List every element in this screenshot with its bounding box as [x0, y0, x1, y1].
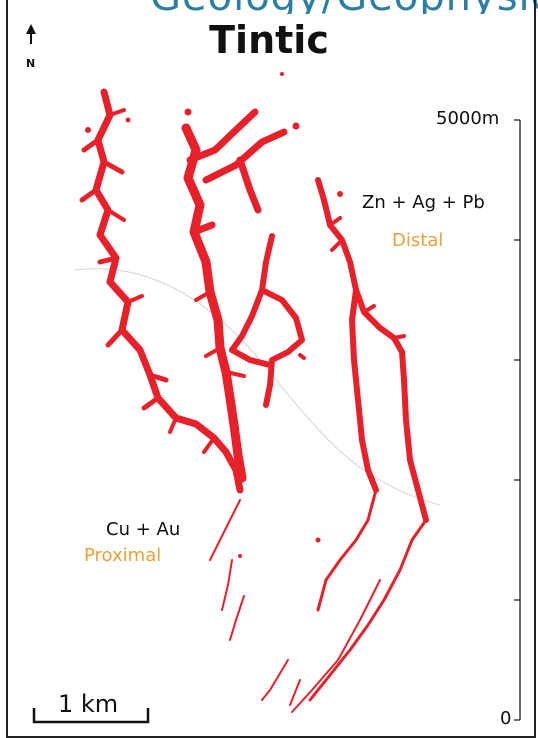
orebody-central-bits — [194, 290, 306, 378]
orebody-west-branch-1 — [79, 137, 169, 411]
map-title: Tintic — [209, 18, 329, 62]
north-label: N — [26, 57, 36, 70]
header-strip: Geology/Geophysics — [0, 0, 538, 14]
orebody-east-belt — [315, 177, 379, 493]
vein-south-5 — [221, 559, 245, 641]
orebody-east-arm — [353, 287, 429, 523]
orebody-speck — [337, 191, 343, 197]
orebody-speck — [280, 72, 284, 76]
depth-bottom-label: 0 — [500, 708, 512, 729]
proximal-metals-label: Cu + Au — [106, 519, 181, 540]
scale-bar — [32, 708, 150, 724]
orebody-central-arm — [229, 233, 305, 408]
north-arrow-icon — [26, 24, 36, 44]
orebody-east-bits — [328, 216, 406, 340]
orebody-speck — [125, 117, 131, 123]
vein-south-1 — [316, 488, 378, 612]
vein-south-2 — [308, 518, 428, 702]
depth-axis — [514, 119, 521, 721]
zone-boundary-line — [73, 268, 441, 506]
orebodies — [79, 72, 429, 713]
distal-metals-label: Zn + Ag + Pb — [362, 192, 485, 213]
orebody-speck — [315, 537, 321, 543]
distal-zone-label: Distal — [392, 230, 444, 251]
orebody-west-branch-2 — [106, 108, 216, 454]
scale-bar-label: 1 km — [58, 690, 119, 718]
header-text: Geology/Geophysics — [150, 0, 538, 14]
orebody-speck — [184, 108, 192, 116]
map-border — [6, 0, 536, 738]
orebody-speck — [85, 127, 91, 133]
orebody-speck — [238, 554, 242, 558]
orebody-central-belt — [181, 123, 247, 483]
orebody-west-belt — [92, 88, 244, 494]
proximal-zone-label: Proximal — [84, 545, 162, 566]
vein-south-3 — [291, 579, 381, 713]
depth-top-label: 5000m — [436, 108, 500, 129]
orebody-central-upper — [186, 108, 288, 236]
vein-south-6 — [261, 659, 301, 706]
vein-south-4 — [209, 499, 241, 561]
orebody-speck — [292, 122, 300, 130]
